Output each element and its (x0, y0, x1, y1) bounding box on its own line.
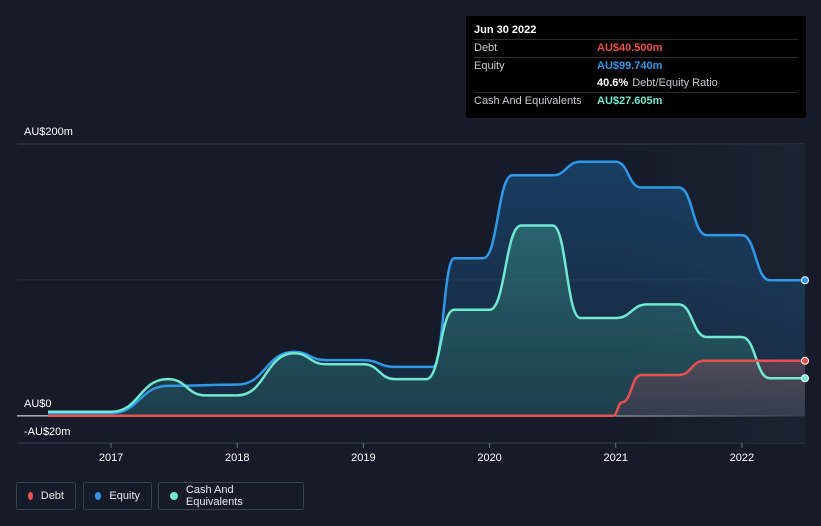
tooltip-value-equity: AU$99.740m (597, 60, 663, 72)
y-tick-label-bottom: -AU$20m (24, 426, 71, 438)
endpoint-cash-and-equivalents[interactable] (801, 374, 809, 383)
x-tick-label-2017: 2017 (99, 452, 123, 464)
endpoint-equity[interactable] (801, 276, 809, 285)
x-axis: 2017 2018 2019 2020 2021 2022 (99, 443, 754, 464)
tooltip-date: Jun 30 2022 (474, 24, 537, 36)
legend-label-equity: Equity (109, 490, 140, 502)
legend-item-debt[interactable]: Debt (16, 482, 76, 510)
legend-item-equity[interactable]: Equity (83, 482, 152, 510)
series-endpoints (801, 276, 809, 383)
y-tick-label-top: AU$200m (24, 126, 73, 138)
tooltip-value-ratio: 40.6% (597, 77, 629, 89)
area-cash-and-equivalents (48, 225, 805, 416)
x-tick-label-2019: 2019 (351, 452, 375, 464)
tooltip-label-debt: Debt (474, 42, 498, 54)
x-tick-label-2020: 2020 (477, 452, 501, 464)
tooltip-label-cash: Cash And Equivalents (474, 95, 582, 107)
tooltip-value-cash: AU$27.605m (597, 95, 663, 107)
line-equity (48, 160, 805, 415)
tooltip-row-debt: Debt AU$40.500m (474, 39, 798, 57)
data-tooltip: Jun 30 2022 Debt AU$40.500m Equity AU$99… (466, 16, 806, 118)
series-lines (47, 160, 805, 418)
legend-label-debt: Debt (40, 490, 64, 502)
x-tick-label-2021: 2021 (604, 452, 628, 464)
legend-dot-equity (95, 492, 102, 500)
legend-dot-debt (28, 492, 33, 500)
tooltip-label-equity: Equity (474, 60, 505, 72)
tooltip-row-ratio: 40.6% Debt/Equity Ratio (474, 75, 798, 92)
tooltip-ratio-caption: Debt/Equity Ratio (632, 77, 718, 89)
legend-item-cash[interactable]: Cash And Equivalents (158, 482, 304, 510)
line-cash-and-equivalents (47, 224, 805, 413)
tooltip-row-cash: Cash And Equivalents AU$27.605m (474, 92, 798, 110)
y-tick-label-zero: AU$0 (24, 398, 52, 410)
series-areas (48, 161, 805, 416)
endpoint-debt[interactable] (801, 356, 809, 365)
line-debt (48, 359, 805, 418)
x-tick-label-2018: 2018 (225, 452, 249, 464)
legend-dot-cash (170, 492, 178, 500)
area-debt (48, 360, 805, 416)
legend-label-cash: Cash And Equivalents (185, 484, 243, 508)
tooltip-row-equity: Equity AU$99.740m (474, 57, 798, 75)
tooltip-value-debt: AU$40.500m (597, 42, 663, 54)
x-tick-label-2022: 2022 (730, 452, 754, 464)
